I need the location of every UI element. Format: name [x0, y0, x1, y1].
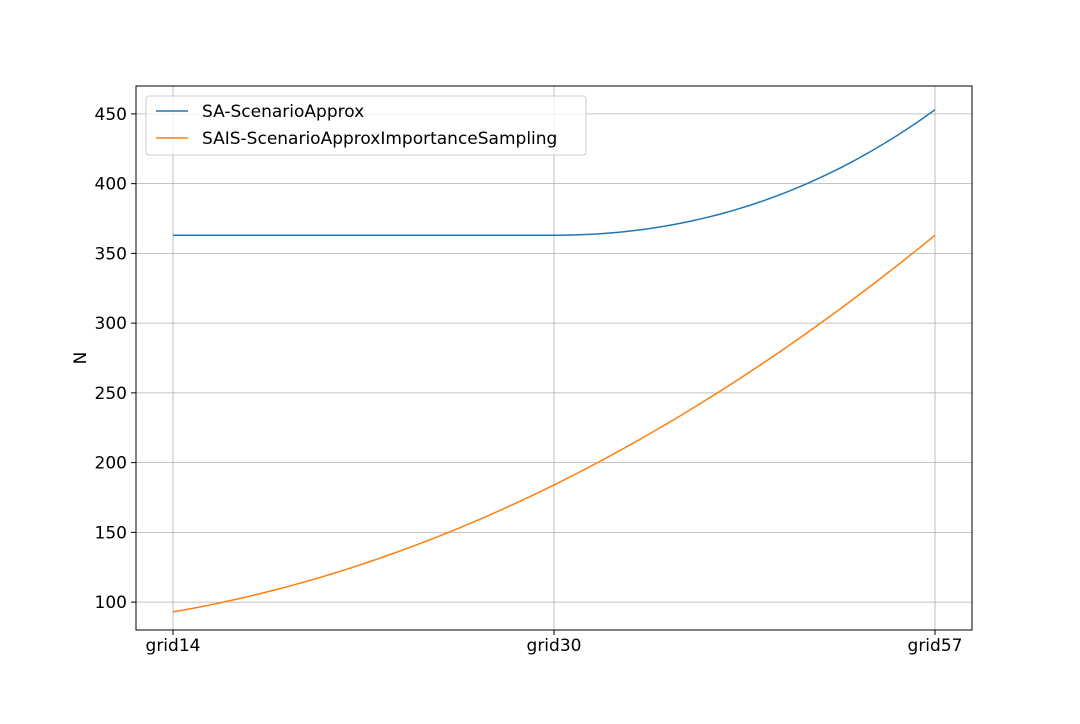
legend: SA-ScenarioApprox SAIS-ScenarioApproxImpo…: [145, 95, 587, 156]
axis-ticks: grid14 grid30 grid57 100 150 200 250 300 350 400 4…: [95, 105, 963, 656]
legend-label: SA-ScenarioApprox: [202, 102, 364, 122]
y-tick-label: 400: [95, 175, 127, 195]
legend-label: SAIS-ScenarioApproxImportanceSampling: [202, 129, 557, 149]
legend-items: SA-ScenarioApprox SAIS-ScenarioApproxImpo…: [156, 102, 557, 149]
y-tick-label: 300: [95, 314, 127, 334]
legend-box: [145, 95, 587, 156]
series-line: [172, 234, 936, 613]
x-tick-label: grid57: [908, 636, 963, 656]
y-tick-label: 150: [95, 523, 127, 543]
y-tick-label: 250: [95, 384, 127, 404]
series-lines: [172, 109, 936, 613]
y-tick-label: 200: [95, 454, 127, 474]
y-tick-label: 350: [95, 244, 127, 264]
y-tick-label: 450: [95, 105, 127, 125]
series-line: [173, 109, 936, 236]
y-axis-label: N: [71, 352, 91, 365]
y-tick-label: 100: [95, 593, 127, 613]
x-tick-label: grid14: [146, 636, 201, 656]
x-tick-label: grid30: [527, 636, 582, 656]
